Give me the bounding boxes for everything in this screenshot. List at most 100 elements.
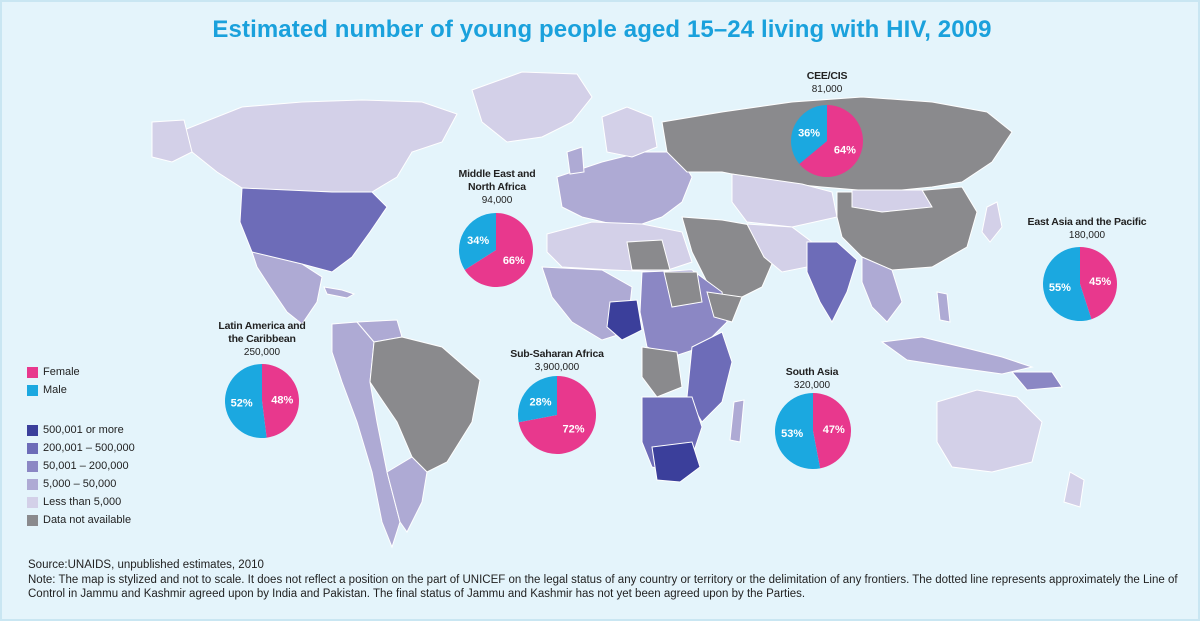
- pie-label-male: 36%: [798, 128, 820, 140]
- region-total: 81,000: [811, 84, 843, 95]
- pie-label-male: 52%: [231, 397, 253, 409]
- new-zealand: [1063, 471, 1085, 508]
- mongolia: [851, 189, 933, 213]
- scale-swatch: [27, 461, 38, 472]
- pie-label-male: 55%: [1049, 282, 1071, 294]
- philippines: [936, 291, 951, 323]
- pie-cee-cis: 64% 36%: [791, 105, 863, 177]
- libya: [626, 239, 671, 271]
- scandinavia: [601, 106, 658, 158]
- southeast-asia: [861, 256, 903, 323]
- middle-east: [681, 216, 778, 303]
- alaska: [151, 119, 193, 163]
- region-total: 3,900,000: [534, 362, 580, 373]
- brazil: [369, 336, 481, 473]
- pie-label-male: 53%: [781, 428, 803, 440]
- canada: [183, 99, 458, 193]
- region-name-line1: Middle East and: [458, 168, 536, 180]
- pie-slice-female: [518, 376, 596, 454]
- png: [1010, 371, 1063, 391]
- region-name: CEE/CIS: [806, 70, 848, 82]
- india: [806, 241, 858, 324]
- pie-slice-male: [774, 393, 821, 469]
- pie-slice-female: [813, 393, 851, 469]
- pie-legend-label: Male: [43, 384, 67, 396]
- southern-cone: [386, 456, 428, 533]
- scale-legend-label: Less than 5,000: [43, 496, 122, 508]
- central-asia: [731, 173, 838, 228]
- region-latin-america: Latin America and the Caribbean 250,000: [207, 320, 317, 359]
- pie-slice-male: [518, 376, 557, 423]
- pie-slice-male: [1043, 247, 1092, 321]
- map-title: Estimated number of young people aged 15…: [212, 16, 992, 43]
- pie-label-female: 64%: [834, 144, 856, 156]
- scale-swatch: [27, 497, 38, 508]
- horn-africa: [706, 291, 743, 323]
- region-mena: Middle East and North Africa 94,000: [442, 168, 552, 207]
- region-total: 320,000: [793, 380, 831, 391]
- note-text: Note: The map is stylized and not to sca…: [28, 574, 1178, 600]
- indonesia: [880, 336, 1034, 375]
- region-total: 94,000: [481, 195, 513, 206]
- region-name-line2: the Caribbean: [228, 333, 296, 345]
- caribbean: [323, 286, 356, 299]
- region-name: Sub-Saharan Africa: [510, 348, 604, 360]
- drc: [641, 346, 683, 398]
- scale-legend-label: 500,001 or more: [43, 424, 124, 436]
- pie-slice-male: [459, 213, 496, 270]
- nigeria: [606, 299, 643, 341]
- region-sub-saharan-africa: Sub-Saharan Africa 3,900,000: [502, 348, 612, 374]
- region-total: 250,000: [243, 347, 281, 358]
- south-africa: [651, 441, 701, 483]
- female-swatch: [27, 367, 38, 378]
- scale-legend-label: 5,000 – 50,000: [43, 478, 117, 490]
- pie-mena: 66% 34%: [459, 213, 533, 287]
- uk: [566, 146, 585, 175]
- scale-legend-label: Data not available: [43, 514, 132, 526]
- mexico: [251, 251, 323, 325]
- region-total: 180,000: [1068, 230, 1106, 241]
- region-south-asia: South Asia 320,000: [772, 366, 852, 392]
- pie-label-female: 66%: [503, 255, 525, 267]
- north-africa: [546, 221, 693, 273]
- male-swatch: [27, 385, 38, 396]
- pie-south-asia: 47% 53%: [774, 393, 851, 469]
- pie-label-male: 34%: [467, 235, 489, 247]
- sudan: [663, 271, 703, 308]
- source-text: Source:UNAIDS, unpublished estimates, 20…: [28, 559, 264, 571]
- greenland: [471, 71, 593, 143]
- madagascar: [729, 399, 745, 443]
- pie-slice-male: [791, 105, 827, 164]
- japan: [981, 201, 1003, 243]
- region-name: East Asia and the Pacific: [1027, 216, 1147, 228]
- pie-sub-saharan-africa: 72% 28%: [518, 376, 596, 454]
- pie-slice-male: [225, 364, 267, 438]
- pie-label-female: 72%: [563, 424, 585, 436]
- scale-swatch: [27, 443, 38, 454]
- pie-slice-female: [799, 105, 863, 177]
- pie-legend-label: Female: [43, 366, 80, 378]
- scale-legend-label: 50,001 – 200,000: [43, 460, 129, 472]
- region-cee-cis: CEE/CIS 81,000: [792, 70, 862, 96]
- pie-label-female: 48%: [271, 395, 293, 407]
- pie-latin-america: 48% 52%: [225, 364, 299, 438]
- scale-swatch: [27, 425, 38, 436]
- pie-east-asia-pacific: 45% 55%: [1043, 247, 1117, 321]
- pie-label-female: 47%: [823, 424, 845, 436]
- pie-slice-female: [262, 364, 299, 438]
- scale-swatch: [27, 479, 38, 490]
- pie-label-male: 28%: [529, 396, 551, 408]
- region-name-line1: Latin America and: [218, 320, 306, 332]
- pie-slice-female: [1080, 247, 1117, 320]
- pie-slice-female: [464, 213, 533, 287]
- pie-label-female: 45%: [1089, 276, 1111, 288]
- scale-swatch: [27, 515, 38, 526]
- region-name-line2: North Africa: [468, 181, 526, 193]
- australia: [936, 389, 1043, 473]
- scale-legend-label: 200,001 – 500,000: [43, 442, 135, 454]
- region-east-asia-pacific: East Asia and the Pacific 180,000: [1017, 216, 1157, 242]
- usa: [239, 187, 388, 273]
- region-name: South Asia: [785, 366, 839, 378]
